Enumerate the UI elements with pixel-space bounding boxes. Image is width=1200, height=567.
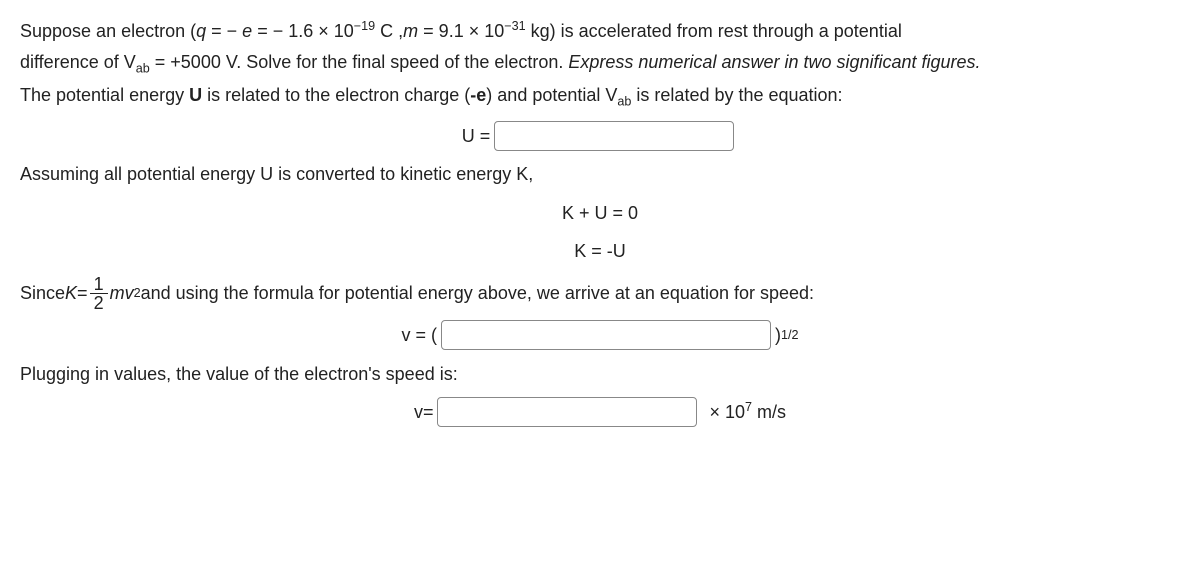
paragraph-5: Plugging in values, the value of the ele…: [20, 359, 1180, 390]
text: The potential energy: [20, 85, 189, 105]
text: C ,: [375, 21, 403, 41]
equation-ku2: K = -U: [20, 236, 1180, 267]
var-m: m: [403, 21, 418, 41]
eq-vnum-label: v=: [414, 397, 434, 428]
text: kg): [526, 21, 561, 41]
var-mv: mv: [110, 278, 134, 309]
exponent-2: 2: [134, 283, 141, 304]
text: is accelerated from rest through a poten…: [561, 21, 902, 41]
var-q: q: [196, 21, 206, 41]
text: is related to the electron charge (: [202, 85, 470, 105]
emphasis: Express numerical answer in two signific…: [568, 52, 980, 72]
input-v-expr[interactable]: [441, 320, 771, 350]
equation-ku: K + U = 0: [20, 198, 1180, 229]
text: Suppose an electron (: [20, 21, 196, 41]
var-k: K: [65, 278, 77, 309]
var-e-bold: -e: [470, 85, 486, 105]
text: = +5000 V. Solve for the final speed of …: [150, 52, 569, 72]
var-u-bold: U: [189, 85, 202, 105]
text: = −: [206, 21, 242, 41]
text: =: [77, 278, 88, 309]
subscript-ab: ab: [617, 94, 631, 108]
unit-ms: m/s: [752, 402, 786, 422]
input-u[interactable]: [494, 121, 734, 151]
var-v: V: [605, 85, 617, 105]
text: and using the formula for potential ener…: [141, 278, 814, 309]
text: ) and potential: [486, 85, 605, 105]
paragraph-since: Since K = 1 2 mv2 and using the formula …: [20, 275, 1180, 312]
paragraph-4: Assuming all potential energy U is conve…: [20, 159, 1180, 190]
fraction-numerator: 1: [90, 275, 108, 293]
subscript-ab: ab: [136, 61, 150, 75]
input-v-value[interactable]: [437, 397, 697, 427]
text: Since: [20, 278, 65, 309]
text: = − 1.6 × 10: [252, 21, 354, 41]
paragraph-1: Suppose an electron (q = − e = − 1.6 × 1…: [20, 16, 1180, 47]
paragraph-2: difference of Vab = +5000 V. Solve for t…: [20, 47, 1180, 80]
text: × 10: [709, 402, 745, 422]
paragraph-3: The potential energy U is related to the…: [20, 80, 1180, 113]
eq-u-label: U =: [462, 121, 491, 152]
equation-v-row: v = ( )1/2: [20, 320, 1180, 351]
fraction-denominator: 2: [90, 293, 108, 312]
var-e: e: [242, 21, 252, 41]
text: difference of V: [20, 52, 136, 72]
exponent-half: 1/2: [781, 325, 799, 346]
equation-vnum-row: v= × 107 m/s: [20, 397, 1180, 428]
fraction-half: 1 2: [90, 275, 108, 312]
equation-u-row: U =: [20, 121, 1180, 152]
exponent: −31: [504, 19, 525, 33]
exponent-7: 7: [745, 400, 752, 414]
text: = 9.1 × 10: [418, 21, 504, 41]
eq-v-left: v = (: [401, 320, 437, 351]
exponent: −19: [354, 19, 375, 33]
text: is related by the equation:: [631, 85, 842, 105]
